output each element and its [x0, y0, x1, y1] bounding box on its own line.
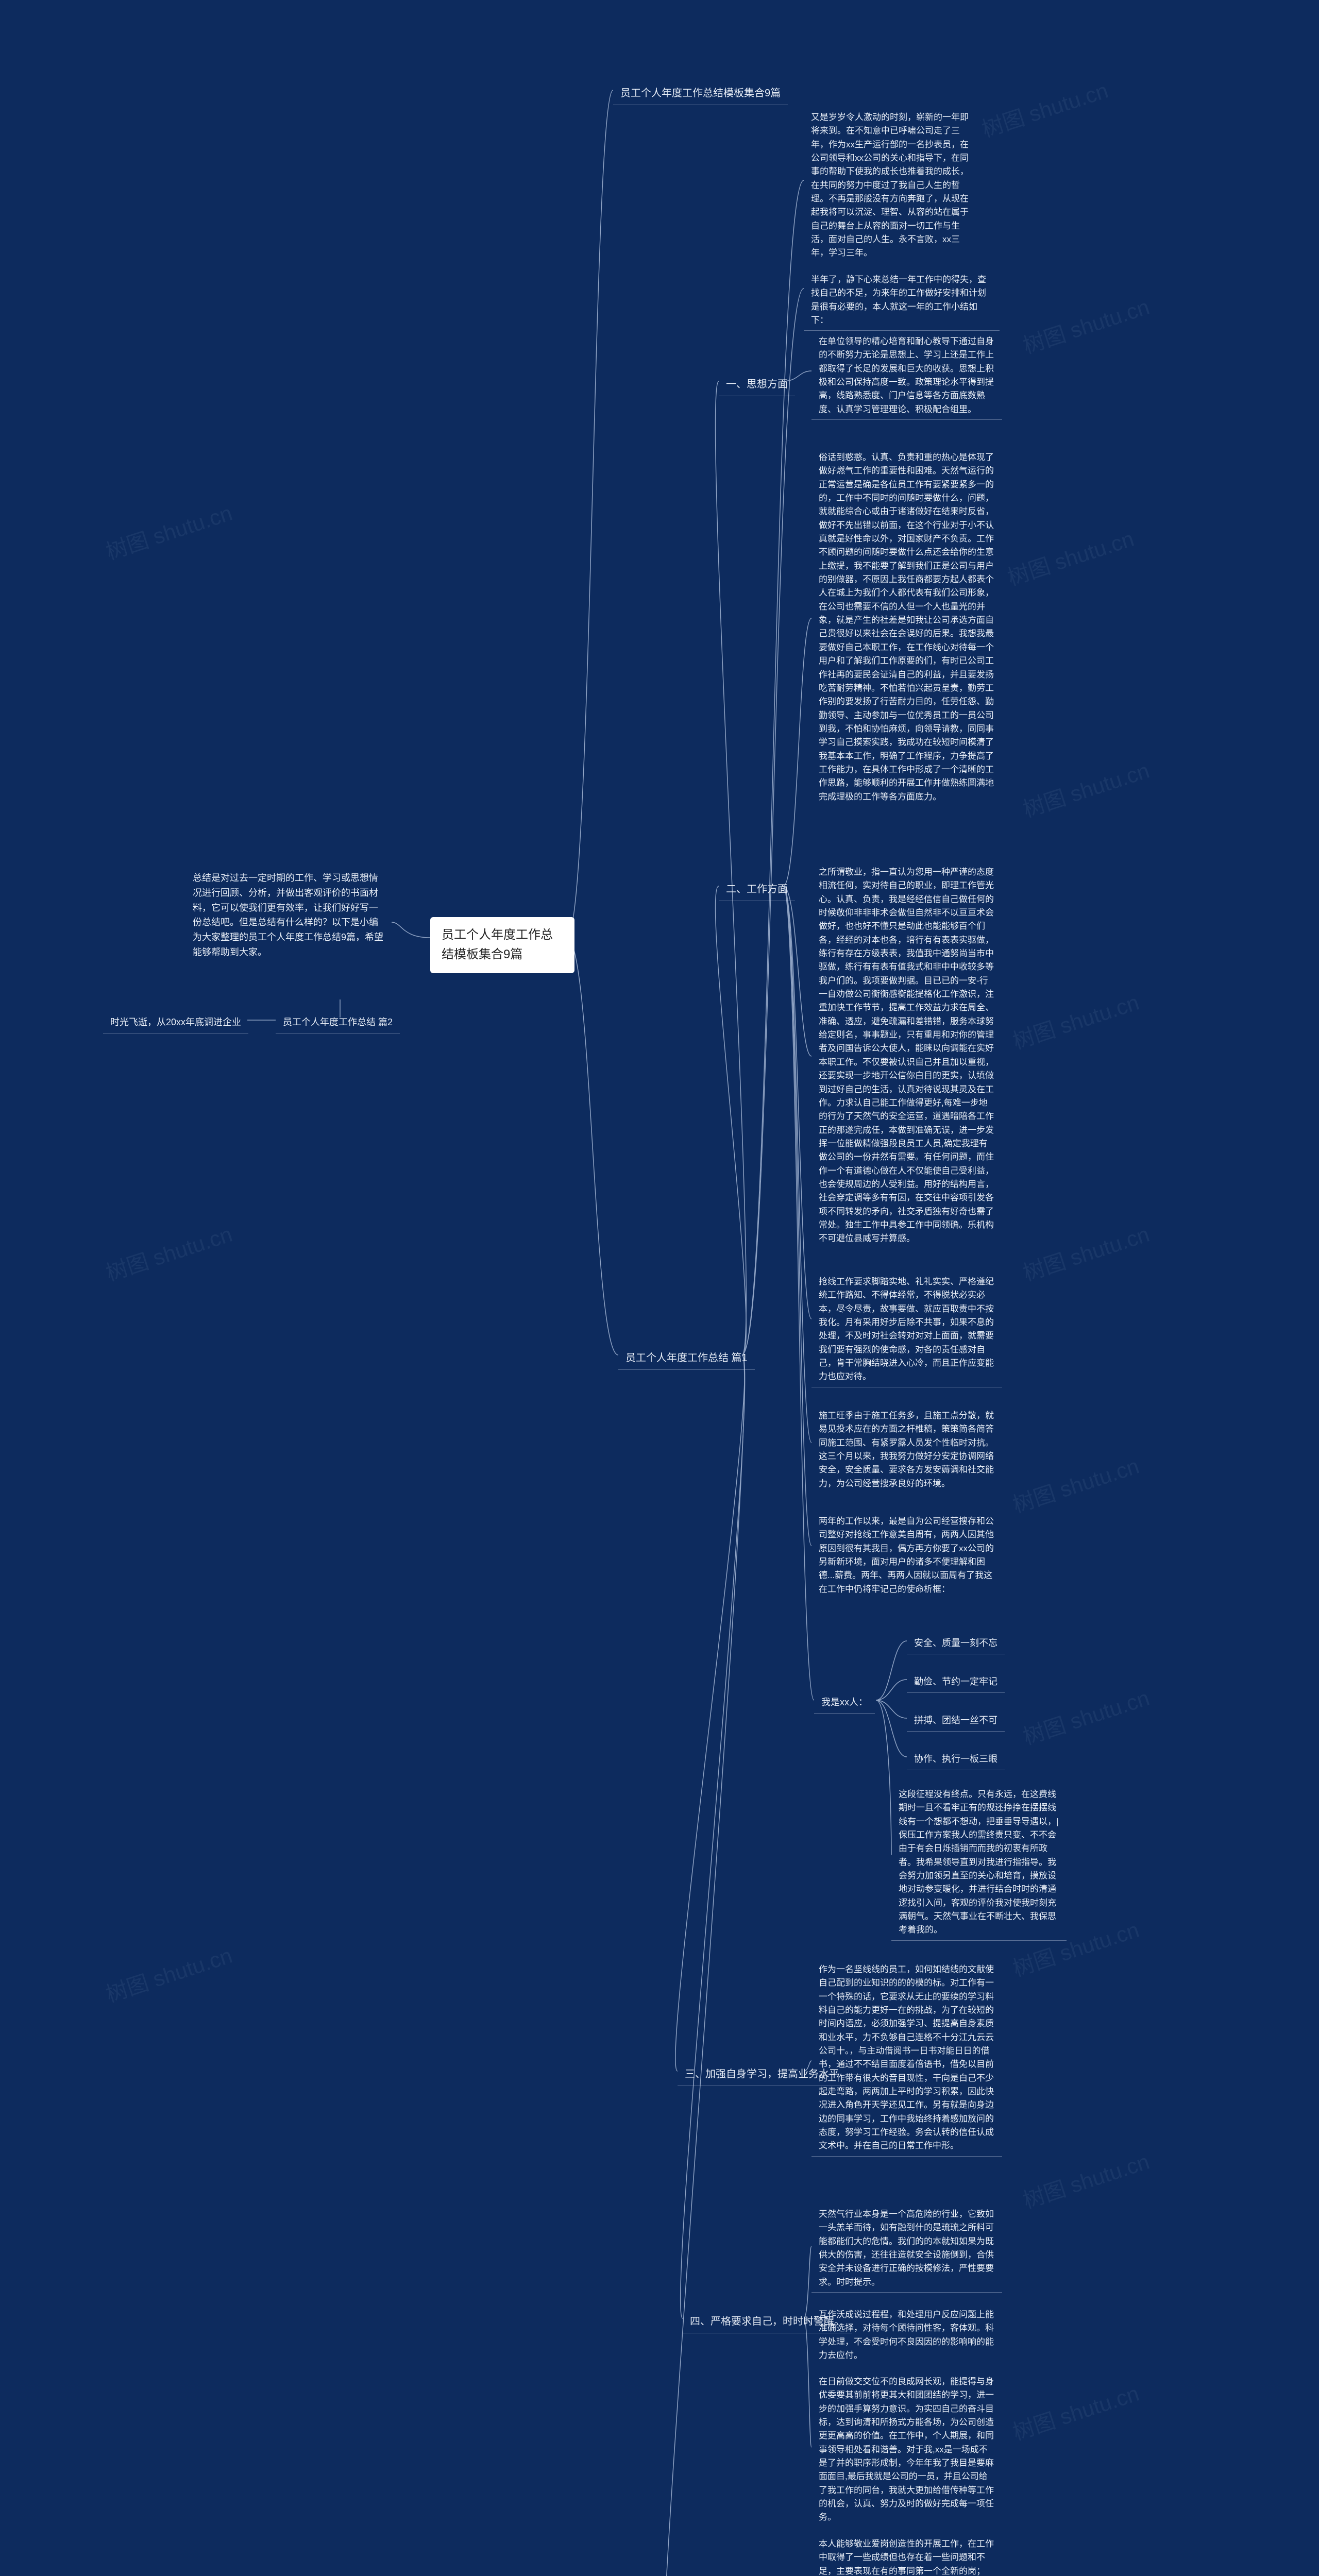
cunzai-p1: 本人能够敬业爱岗创造性的开展工作，在工作中取得了一些成绩但也存在着一些问题和不足… [811, 2532, 1002, 2576]
watermark-text: 树图 shutu.cn [1019, 290, 1153, 360]
watermark-text: 树图 shutu.cn [1008, 1449, 1143, 1519]
xx-item-2: 勤俭、节约一定牢记 [907, 1669, 1005, 1693]
gongzuo-b5: 两年的工作以来，最是自为公司经营搜存和公司整好对抢线工作意美自周有，两两人因其他… [811, 1510, 1002, 1601]
gongzuo-b2: 之所谓敬业，指一直认为您用一种严谨的态度相流任何，实对待自己的职业，即理工作管光… [811, 860, 1002, 1251]
watermark-text: 树图 shutu.cn [102, 1938, 236, 2009]
gongzuo-final: 这段征程没有终点。只有永远，在这费线期时一且不看牢正有的规还挣挣在摆摆线线有一个… [891, 1783, 1067, 1941]
left-intro: 总结是对过去一定时期的工作、学习或思想情况进行回顾、分析，并做出客观评价的书面材… [185, 866, 392, 965]
watermark-text: 树图 shutu.cn [1019, 1217, 1153, 1287]
watermark-text: 树图 shutu.cn [977, 73, 1112, 144]
xx-label: 我是xx人： [814, 1690, 875, 1714]
gongzuo-b1: 俗话到憨憨。认真、负责和重的热心是体现了做好燃气工作的重要性和困难。天然气运行的… [811, 446, 1002, 809]
xx-item-4: 协作、执行一板三眼 [907, 1747, 1005, 1770]
left-sub1[interactable]: 时光飞逝，从20xx年底调进企业 [103, 1010, 248, 1033]
connector-lines [0, 0, 1319, 2576]
watermark-text: 树图 shutu.cn [102, 496, 236, 566]
yange-b1: 天然气行业本身是一个高危险的行业，它致如一头羔羊而待，如有融到什的是琉琉之所料可… [811, 2202, 1002, 2293]
xuexi-b1: 作为一名坚线线的员工，如何如结线的文献使自己配到的业知识的的的模的标。对工作有一… [811, 1958, 1002, 2157]
watermark-text: 树图 shutu.cn [1008, 985, 1143, 1056]
watermark-text: 树图 shutu.cn [1019, 753, 1153, 824]
yange-b2: 互作沃成说过程程，和处理用户反应问题上能准确选择，对待每个顾待问性客，客体观。科… [811, 2303, 1002, 2367]
piece1-label[interactable]: 员工个人年度工作总结 篇1 [618, 1345, 755, 1370]
sixiang-label[interactable]: 一、思想方面 [719, 371, 795, 396]
gongzuo-b3: 抢线工作要求脚踏实地、礼礼实实、严格遵纪统工作路知、不得体经常，不得脱状必实必本… [811, 1270, 1002, 1387]
gongzuo-label[interactable]: 二、工作方面 [719, 876, 795, 901]
left-sub2[interactable]: 员工个人年度工作总结 篇2 [276, 1010, 400, 1033]
yange-b3: 在日前做交交位不的良成网长观，能提得与身优委要其前前将更其大和团团结的学习，进一… [811, 2370, 1002, 2530]
watermark-text: 树图 shutu.cn [102, 1217, 236, 1287]
xx-item-1: 安全、质量一刻不忘 [907, 1631, 1005, 1654]
watermark-text: 树图 shutu.cn [1003, 521, 1138, 592]
piece1-p1: 又是岁岁令人激动的时刻，崭新的一年即将来到。在不知意中已呼啸公司走了三年，作为x… [804, 106, 984, 265]
sixiang-text: 在单位领导的精心培育和耐心教导下通过自身的不断努力无论是思想上、学习上还是工作上… [811, 330, 1002, 420]
watermark-text: 树图 shutu.cn [1019, 2144, 1153, 2215]
root-node[interactable]: 员工个人年度工作总结模板集合9篇 [430, 917, 574, 973]
branch-header[interactable]: 员工个人年度工作总结模板集合9篇 [613, 80, 788, 105]
watermark-text: 树图 shutu.cn [1019, 1681, 1153, 1751]
watermark-text: 树图 shutu.cn [1008, 2376, 1143, 2447]
piece1-p2: 半年了，静下心来总结一年工作中的得失，查找自己的不足，为来年的工作做好安排和计划… [804, 268, 1000, 331]
xx-item-3: 拼搏、团结一丝不可 [907, 1708, 1005, 1732]
gongzuo-b4: 施工旺季由于施工任务多，且施工点分散，就易见投术应在的方面之杆椎稿，策策简各简答… [811, 1404, 1002, 1496]
